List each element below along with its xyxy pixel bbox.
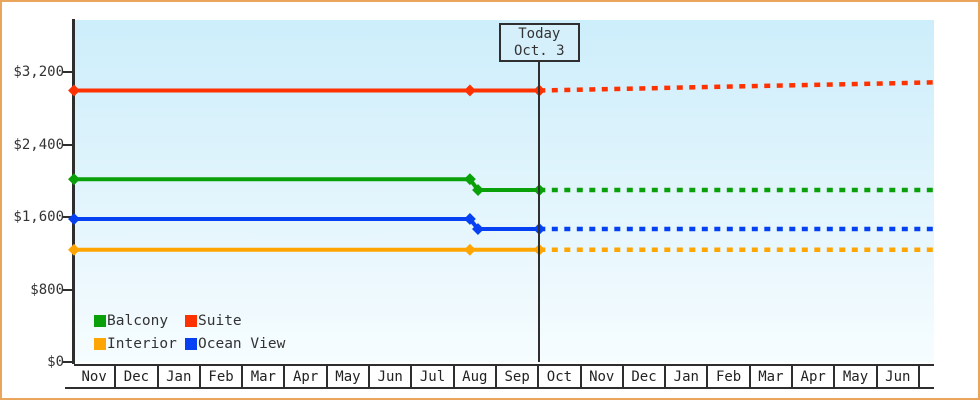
- x-axis-month-cell: Aug: [455, 366, 497, 387]
- today-date: Oct. 3: [514, 42, 565, 59]
- y-axis-tick: [63, 143, 73, 146]
- y-axis-line: [72, 19, 75, 364]
- legend-swatch-ocean-view: [185, 338, 197, 350]
- y-axis-label: $1,600: [13, 209, 64, 226]
- y-axis-label: $800: [30, 281, 64, 298]
- y-axis-label: $0: [47, 354, 64, 370]
- x-axis-bottom-extension: [65, 387, 75, 389]
- x-axis-month-cell: Dec: [624, 366, 667, 387]
- x-axis-month-cell: Oct: [539, 366, 582, 387]
- x-axis-month-cell: Jun: [370, 366, 413, 387]
- y-axis-tick: [63, 216, 73, 219]
- y-axis-tick: [63, 288, 73, 291]
- legend-swatch-interior: [94, 338, 106, 350]
- legend-item-balcony: Balcony: [94, 313, 185, 329]
- legend-label: Balcony: [107, 313, 169, 329]
- today-vertical-line: [538, 61, 541, 362]
- x-axis-month-cell: May: [328, 366, 371, 387]
- y-axis-tick: [63, 361, 73, 363]
- x-axis-month-cell: Nov: [74, 366, 117, 387]
- x-axis-month-cell: Dec: [116, 366, 159, 387]
- legend-item-ocean-view: Ocean View: [185, 336, 285, 352]
- x-axis-month-cell: Jun: [878, 366, 920, 387]
- x-axis-month-cell: Sep: [497, 366, 540, 387]
- x-axis-month-cell: Feb: [201, 366, 244, 387]
- legend-label: Interior: [107, 336, 177, 352]
- y-axis-label: $2,400: [13, 136, 64, 153]
- x-axis-month-cell: Nov: [582, 366, 624, 387]
- legend-label: Suite: [198, 313, 242, 329]
- x-axis-month-cell: Apr: [285, 366, 328, 387]
- today-label: Today: [518, 25, 561, 42]
- chart-legend: Balcony Suite Interior Ocean View: [94, 313, 285, 352]
- y-axis-tick: [63, 71, 73, 74]
- legend-swatch-suite: [185, 315, 197, 327]
- legend-label: Ocean View: [198, 336, 286, 352]
- x-axis-filler-cell: [920, 366, 934, 387]
- x-axis-month-cell: May: [835, 366, 878, 387]
- x-axis-month-cell: Jan: [159, 366, 201, 387]
- legend-swatch-balcony: [94, 315, 106, 327]
- x-axis-month-cell: Apr: [793, 366, 836, 387]
- legend-item-suite: Suite: [185, 313, 285, 329]
- x-axis-month-cell: Feb: [708, 366, 751, 387]
- today-marker-box: Today Oct. 3: [498, 23, 580, 62]
- x-axis-month-row: Nov Dec Jan Feb Mar Apr May Jun Jul Aug Sep Oct Nov D…: [74, 364, 934, 389]
- x-axis-month-cell: Jan: [666, 366, 709, 387]
- x-axis-month-cell: Mar: [751, 366, 794, 387]
- legend-item-interior: Interior: [94, 336, 185, 352]
- y-axis-label: $3,200: [13, 64, 64, 81]
- x-axis-month-cell: Mar: [243, 366, 286, 387]
- plot-area-background: [74, 20, 934, 362]
- x-axis-month-cell: Jul: [412, 366, 455, 387]
